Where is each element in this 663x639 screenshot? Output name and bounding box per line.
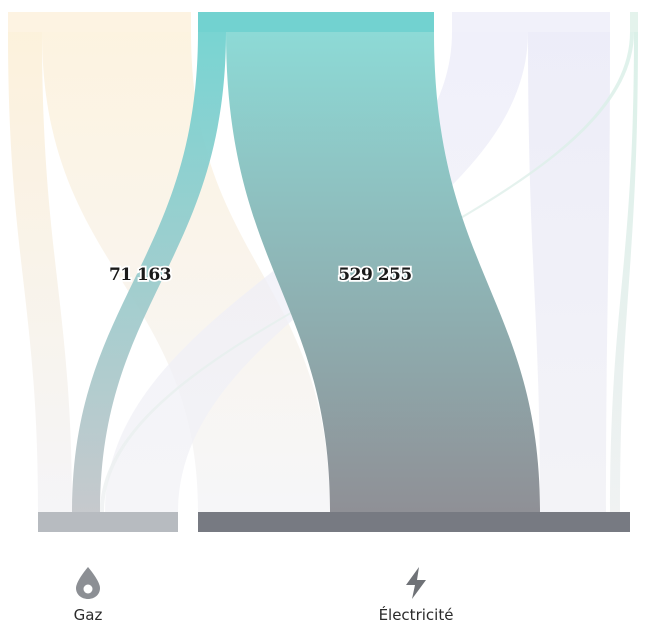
target-node-gaz (38, 512, 178, 532)
flow-value-electricite: 529 255 (338, 265, 411, 285)
flow-teal-to-gaz (72, 32, 226, 512)
category-gaz: Gaz (28, 566, 148, 624)
category-label-electricite: Électricité (378, 606, 454, 624)
flow-yellow-to-electricite (42, 32, 330, 512)
flow-green-to-electricite (610, 32, 638, 512)
flow-yellow-to-gaz (8, 32, 72, 512)
target-node-electricite (198, 512, 630, 532)
category-electricite: Électricité (356, 566, 476, 624)
flow-teal-to-electricite (226, 32, 540, 512)
source-node-yellow (8, 12, 191, 32)
category-label-gaz: Gaz (73, 606, 103, 624)
source-node-teal (198, 12, 434, 32)
source-node-lavender (452, 12, 610, 32)
flow-value-gaz: 71 163 (109, 265, 171, 285)
source-node-green (630, 12, 638, 32)
lightning-icon (406, 567, 426, 599)
sankey-diagram: 71 163 529 255 (8, 12, 638, 532)
drop-icon (76, 567, 100, 599)
flow-lavender-to-electricite (528, 32, 610, 512)
